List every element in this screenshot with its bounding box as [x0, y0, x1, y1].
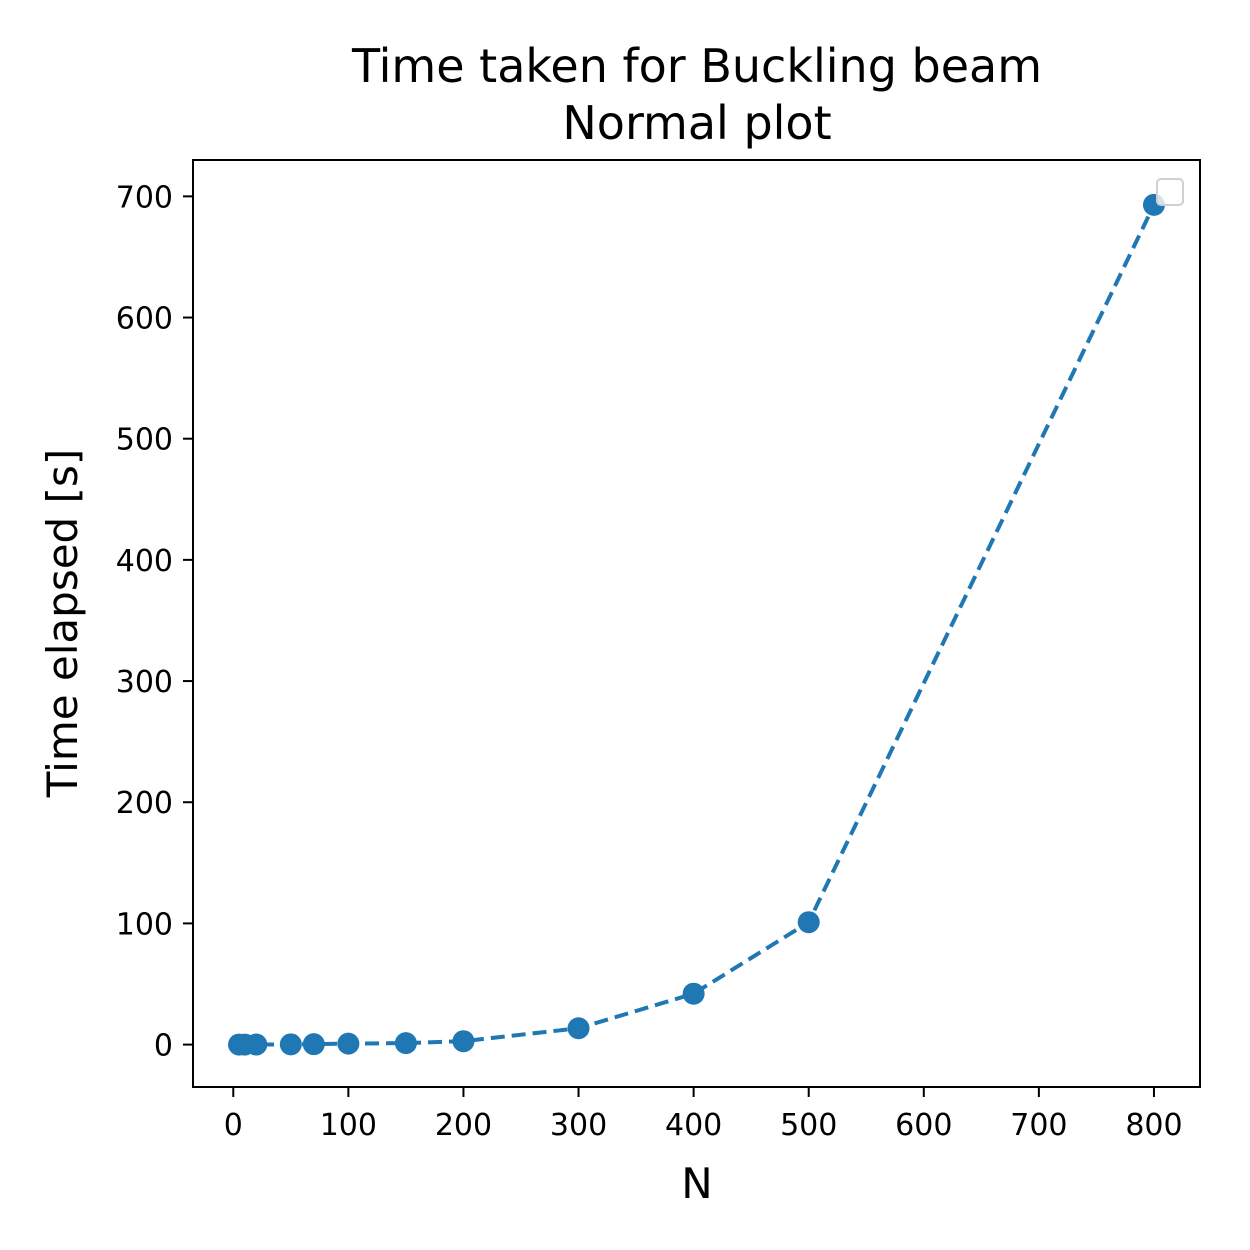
y-tick-label: 700	[116, 180, 173, 215]
chart-title-line2: Normal plot	[562, 96, 831, 150]
x-tick-label: 400	[665, 1108, 722, 1143]
x-tick-label: 500	[780, 1108, 837, 1143]
x-tick-label: 300	[550, 1108, 607, 1143]
y-axis: 0 100 200 300 400 500 600 700	[116, 180, 193, 1064]
y-tick-label: 200	[116, 786, 173, 821]
y-tick-label: 600	[116, 302, 173, 337]
y-tick-label: 0	[154, 1029, 173, 1064]
x-tick-label: 700	[1010, 1108, 1067, 1143]
x-axis: 0 100 200 300 400 500 600 700 800	[224, 1087, 1183, 1143]
x-tick-label: 200	[435, 1108, 492, 1143]
x-tick-label: 800	[1125, 1108, 1182, 1143]
x-tick-label: 600	[895, 1108, 952, 1143]
series-layer	[228, 193, 1165, 1056]
data-point	[245, 1033, 268, 1056]
data-point	[452, 1030, 475, 1053]
x-tick-label: 100	[320, 1108, 377, 1143]
y-tick-label: 500	[116, 423, 173, 458]
data-point	[302, 1033, 325, 1056]
data-point	[567, 1017, 590, 1040]
data-point	[797, 911, 820, 934]
y-tick-label: 400	[116, 544, 173, 579]
x-tick-label: 0	[224, 1108, 243, 1143]
y-tick-label: 100	[116, 907, 173, 942]
data-point	[394, 1032, 417, 1055]
plot-frame	[192, 159, 1201, 1088]
y-axis-label: Time elapsed [s]	[38, 449, 87, 798]
x-axis-label: N	[681, 1159, 712, 1208]
series-line	[239, 203, 1156, 1047]
legend-box	[1156, 178, 1184, 206]
y-tick-label: 300	[116, 665, 173, 700]
data-point	[337, 1032, 360, 1055]
data-point	[279, 1033, 302, 1056]
data-point	[682, 982, 705, 1005]
chart-title-line1: Time taken for Buckling beam	[351, 39, 1042, 93]
